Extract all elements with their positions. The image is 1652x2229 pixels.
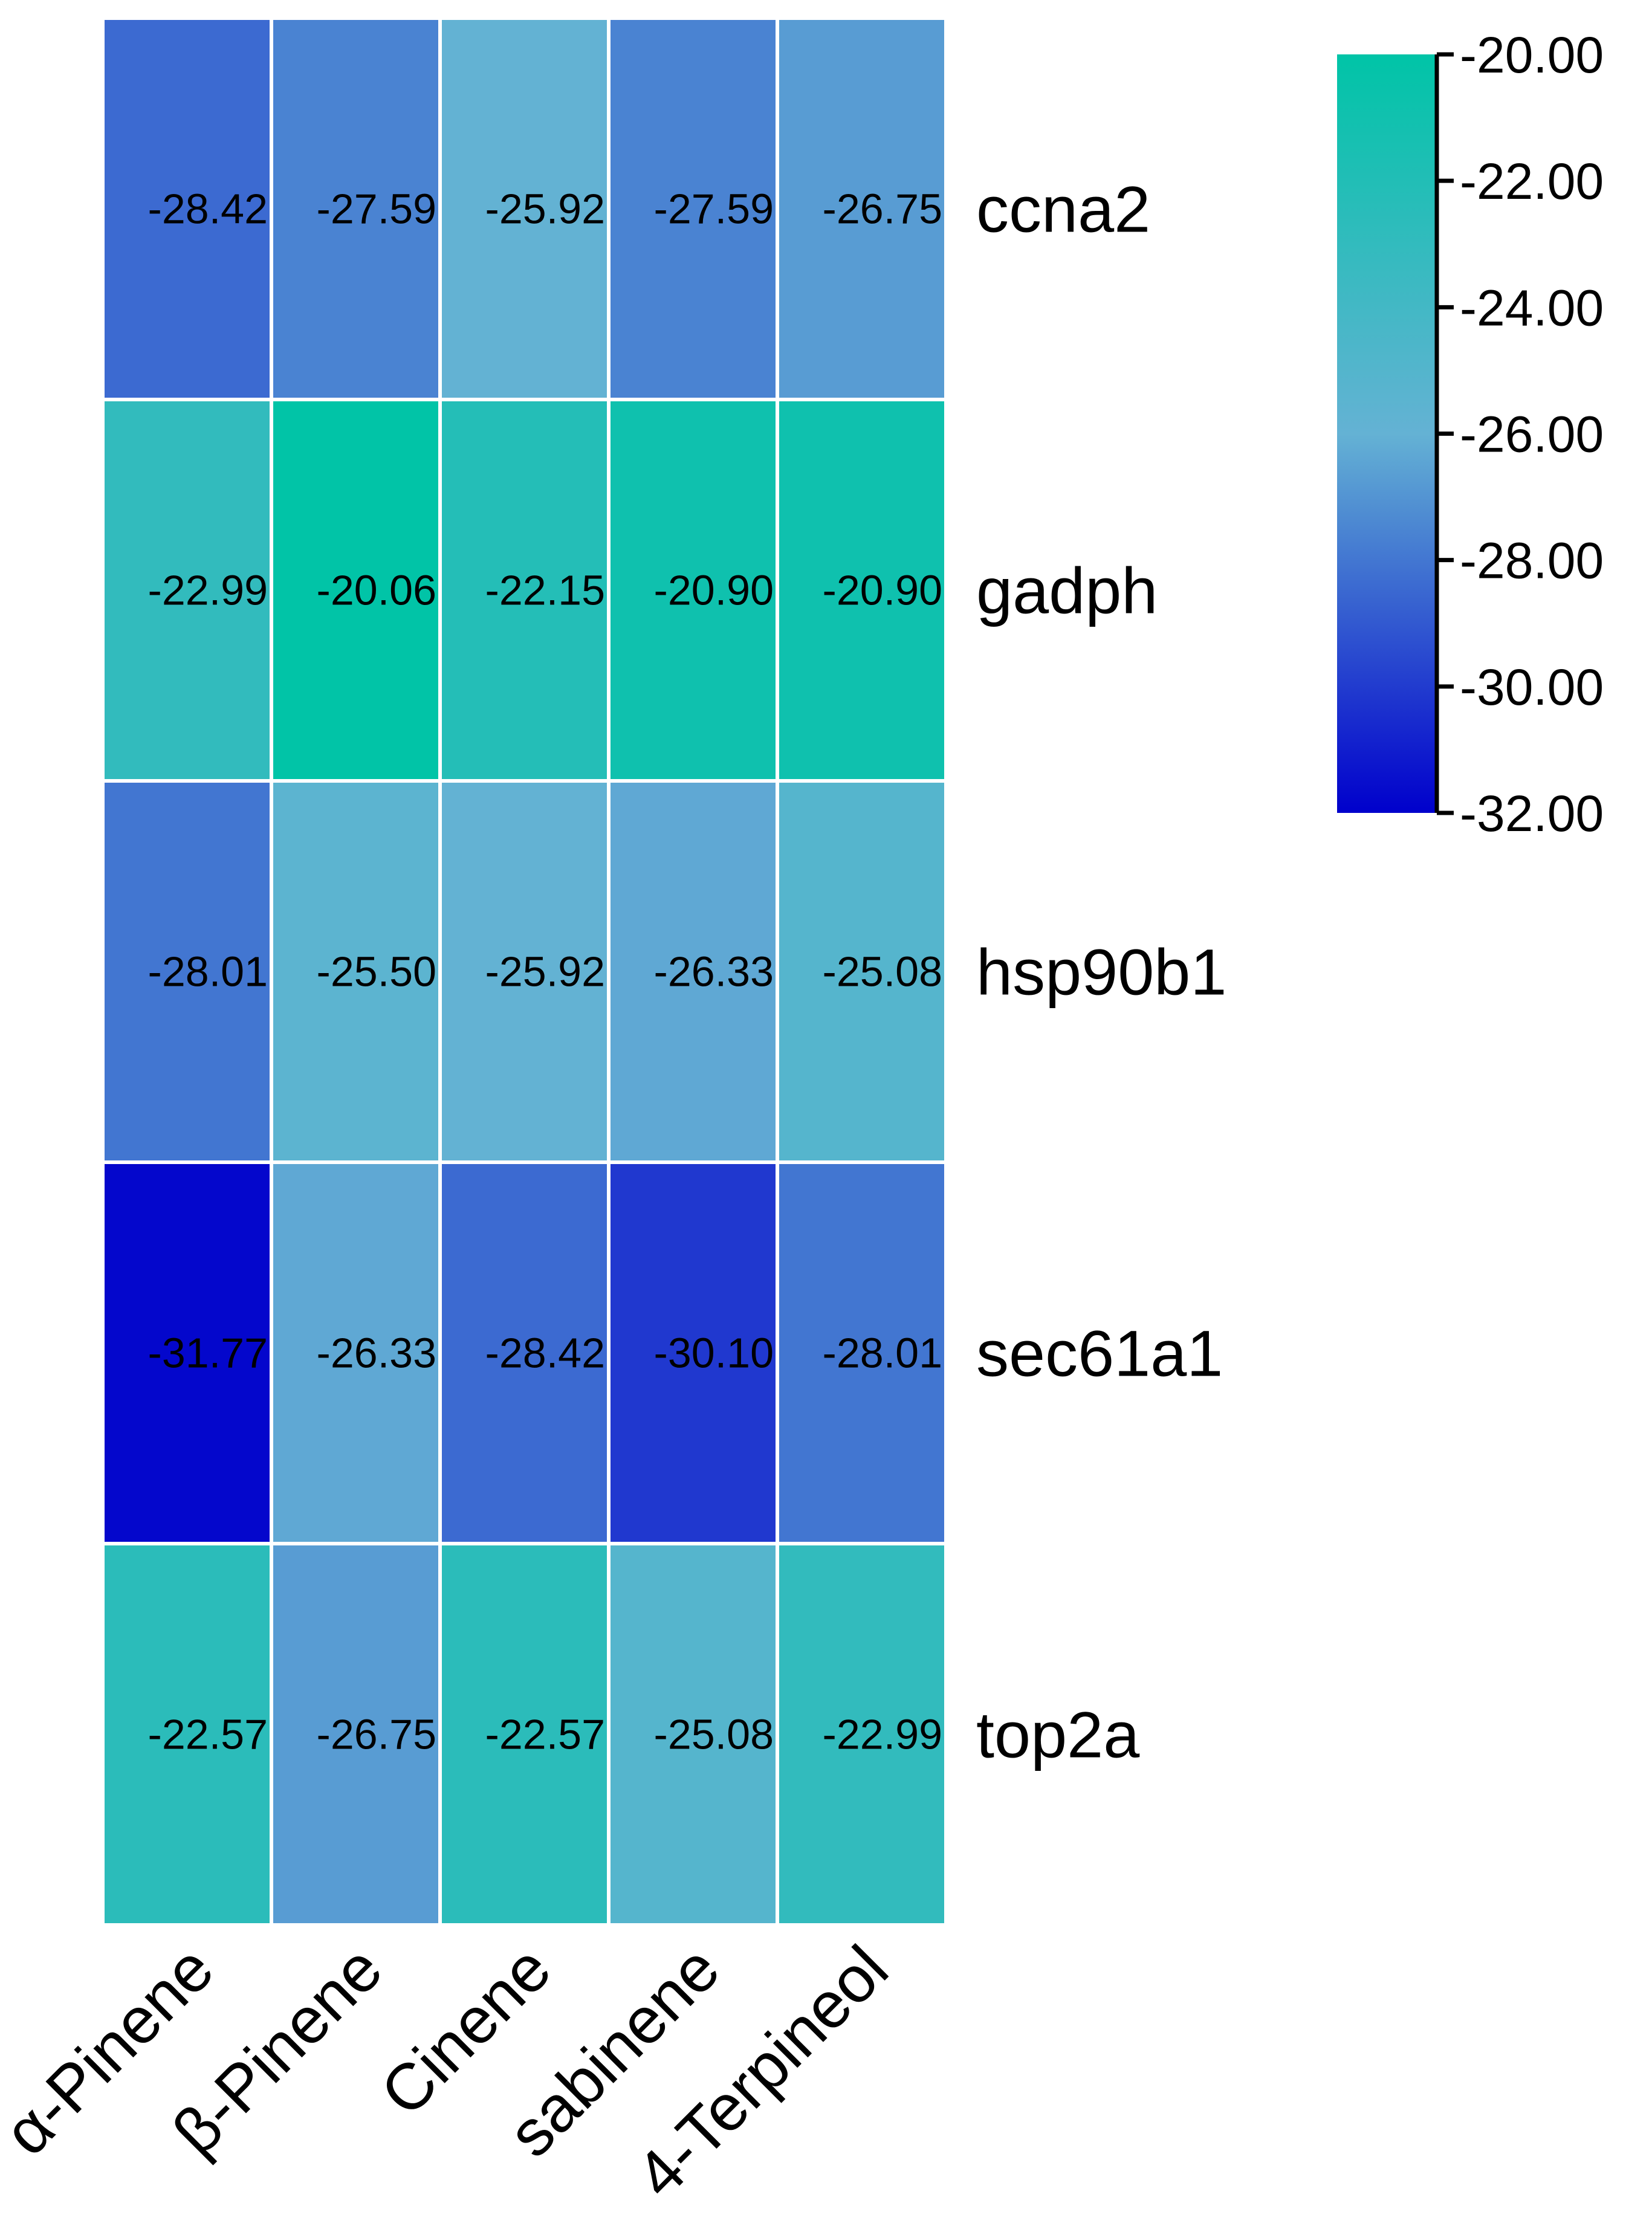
- colorbar-tick-label: -20.00: [1460, 27, 1604, 83]
- heatmap-grid: [101, 16, 948, 1927]
- row-label: ccna2: [976, 173, 1150, 246]
- row-label: top2a: [976, 1698, 1140, 1771]
- heatmap-cell: [438, 1542, 611, 1927]
- cell-value-label: -28.01: [148, 948, 268, 995]
- cell-value-labels: -28.42 -27.59 -25.92 -27.59 -26.75 -22.99 -20.…: [148, 186, 942, 1758]
- cell-value-label: -28.42: [485, 1330, 605, 1377]
- cell-value-label: -20.90: [823, 567, 942, 614]
- row-labels: ccna2 gadph hsp90b1 sec61a1 top2a: [976, 173, 1226, 1771]
- cell-value-label: -26.75: [317, 1711, 436, 1758]
- colorbar-tick-label: -24.00: [1460, 279, 1604, 336]
- row-label: gadph: [976, 554, 1158, 627]
- colorbar-tick-label: -26.00: [1460, 406, 1604, 463]
- heatmap-cell: [438, 16, 611, 401]
- heatmap-cell: [101, 16, 273, 401]
- cell-value-label: -25.08: [823, 948, 942, 995]
- colorbar: -20.00 -22.00 -24.00 -26.00 -28.00 -30.00 -32.…: [1337, 27, 1604, 842]
- colorbar-tick-label: -32.00: [1460, 785, 1604, 842]
- colorbar-tick-label: -30.00: [1460, 659, 1604, 716]
- heatmap-cell: [270, 1160, 442, 1545]
- cell-value-label: -26.75: [823, 186, 942, 233]
- cell-value-label: -25.08: [654, 1711, 774, 1758]
- heatmap-cell: [101, 398, 273, 783]
- row-label: hsp90b1: [976, 936, 1226, 1009]
- cell-value-label: -28.42: [148, 186, 268, 233]
- heatmap-cell: [270, 779, 442, 1164]
- column-labels: α-Pineneβ-PineneCinenesabinene4-Terpineo…: [0, 1932, 902, 2211]
- cell-value-label: -22.57: [485, 1711, 605, 1758]
- heatmap-cell: [607, 1160, 779, 1545]
- heatmap-cell: [776, 1160, 948, 1545]
- cell-value-label: -30.10: [654, 1330, 774, 1377]
- heatmap-cell: [776, 1542, 948, 1927]
- heatmap-cell: [776, 779, 948, 1164]
- row-label: sec61a1: [976, 1317, 1223, 1390]
- heatmap-cell: [607, 779, 779, 1164]
- cell-value-label: -28.01: [823, 1330, 942, 1377]
- heatmap-cell: [776, 398, 948, 783]
- heatmap-cell: [607, 16, 779, 401]
- heatmap-cell: [438, 398, 611, 783]
- heatmap-cell: [270, 1542, 442, 1927]
- cell-value-label: -27.59: [317, 186, 436, 233]
- cell-value-label: -22.99: [148, 567, 268, 614]
- cell-value-label: -22.57: [148, 1711, 268, 1758]
- cell-value-label: -22.15: [485, 567, 605, 614]
- cell-value-label: -31.77: [148, 1330, 268, 1377]
- heatmap-cell: [101, 1542, 273, 1927]
- heatmap-cell: [270, 16, 442, 401]
- cell-value-label: -27.59: [654, 186, 774, 233]
- cell-value-label: -22.99: [823, 1711, 942, 1758]
- colorbar-tick-label: -22.00: [1460, 153, 1604, 210]
- cell-value-label: -26.33: [654, 948, 774, 995]
- cell-value-label: -20.06: [317, 567, 436, 614]
- cell-value-label: -25.50: [317, 948, 436, 995]
- heatmap-cell: [101, 1160, 273, 1545]
- cell-value-label: -25.92: [485, 186, 605, 233]
- colorbar-gradient: [1337, 54, 1437, 813]
- cell-value-label: -26.33: [317, 1330, 436, 1377]
- cell-value-label: -25.92: [485, 948, 605, 995]
- colorbar-tick-label: -28.00: [1460, 532, 1604, 589]
- heatmap-cell: [438, 1160, 611, 1545]
- cell-value-label: -20.90: [654, 567, 774, 614]
